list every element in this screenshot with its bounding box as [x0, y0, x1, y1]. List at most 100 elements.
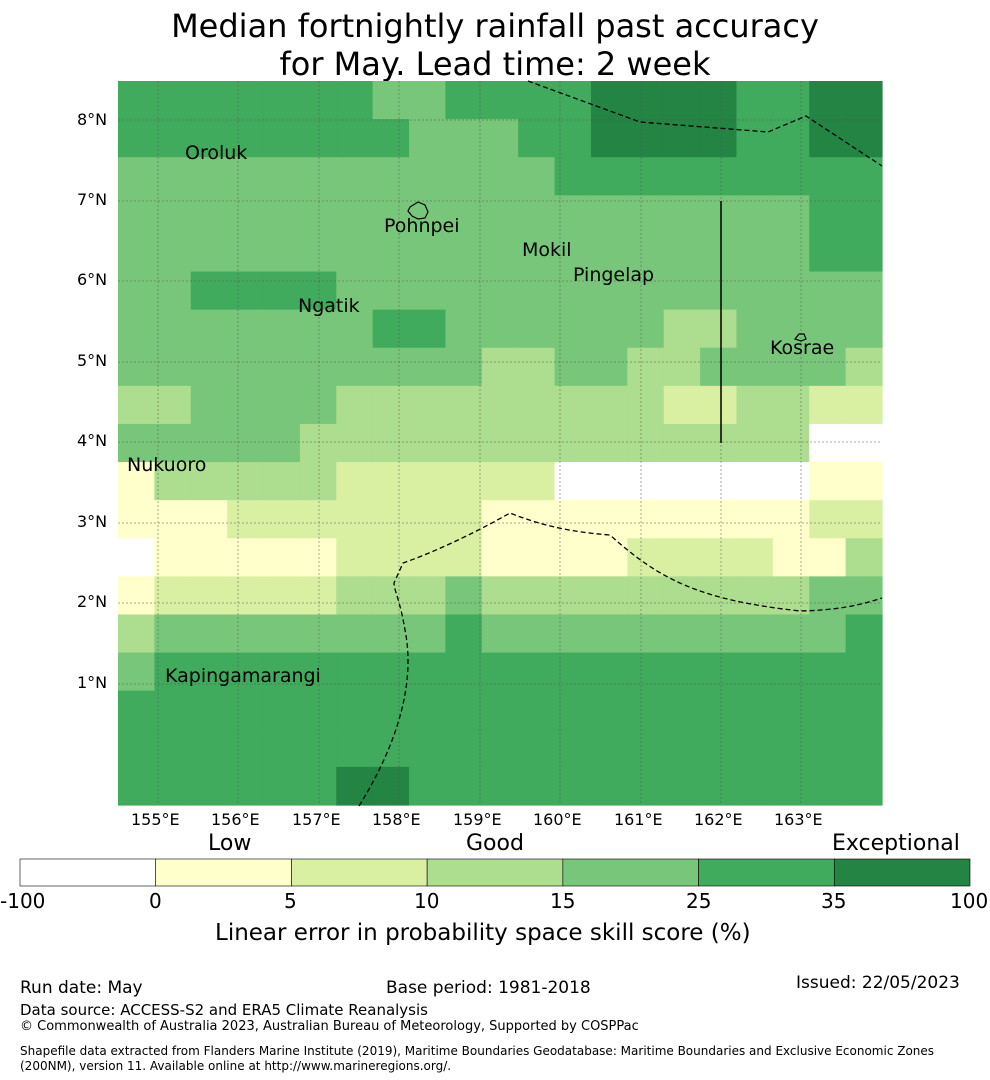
grid-cell	[263, 690, 301, 730]
grid-cell	[118, 423, 155, 463]
grid-cell	[409, 81, 447, 120]
grid-cell	[481, 500, 519, 539]
grid-cell	[154, 347, 192, 387]
grid-cell	[263, 614, 301, 654]
grid-cell	[736, 385, 774, 425]
grid-cell	[299, 157, 337, 196]
lat-tick-label: 8°N	[77, 110, 108, 129]
grid-cell	[372, 271, 410, 311]
grid-cell	[700, 233, 738, 273]
grid-cell	[190, 271, 228, 311]
grid-cell	[663, 690, 701, 730]
grid-cell	[118, 500, 155, 539]
lat-tick-label: 2°N	[77, 592, 108, 611]
grid-cell	[227, 652, 265, 692]
grid-cell	[409, 385, 447, 425]
run-date: Run date: May	[20, 978, 143, 998]
grid-cell	[445, 462, 483, 501]
grid-cell	[372, 614, 410, 654]
grid-cell	[736, 347, 774, 387]
grid-cell	[336, 195, 374, 235]
grid-cell	[154, 233, 192, 273]
grid-cell	[118, 233, 155, 273]
grid-cell	[590, 195, 628, 235]
grid-cell	[227, 576, 265, 616]
grid-cell	[299, 119, 337, 158]
grid-cell	[736, 538, 774, 577]
grid-cell	[118, 728, 155, 768]
grid-cell	[190, 538, 228, 577]
grid-cell	[263, 385, 301, 425]
grid-cell	[554, 119, 592, 158]
lat-tick-label: 1°N	[77, 673, 108, 692]
grid-cell	[409, 728, 447, 768]
grid-cell	[372, 690, 410, 730]
grid-cell	[736, 157, 774, 196]
grid-cell	[372, 157, 410, 196]
grid-cell	[263, 233, 301, 273]
colorbar-segment	[426, 858, 564, 887]
grid-cell	[263, 81, 301, 120]
grid-cell	[481, 766, 519, 806]
grid-cell	[809, 271, 847, 311]
grid-cell	[227, 423, 265, 463]
shapefile-attribution-line-2: (200NM), version 11. Available online at…	[20, 1059, 452, 1073]
grid-cell	[590, 233, 628, 273]
grid-cell	[845, 423, 883, 463]
grid-cell	[700, 500, 738, 539]
grid-cell	[809, 652, 847, 692]
colorbar-tick-label: 25	[686, 889, 712, 913]
grid-cell	[190, 690, 228, 730]
grid-cell	[336, 690, 374, 730]
grid-cell	[554, 728, 592, 768]
grid-cell	[627, 233, 665, 273]
grid-cell	[518, 385, 556, 425]
grid-cell	[481, 462, 519, 501]
grid-cell	[809, 195, 847, 235]
grid-cell	[299, 81, 337, 120]
grid-cell	[518, 233, 556, 273]
grid-cell	[154, 690, 192, 730]
grid-cell	[409, 538, 447, 577]
grid-cell	[336, 766, 374, 806]
grid-cell	[445, 309, 483, 349]
lon-tick-label: 158°E	[372, 810, 421, 829]
grid-cell	[118, 690, 155, 730]
grid-cell	[736, 690, 774, 730]
grid-cell	[154, 119, 192, 158]
grid-cell	[554, 233, 592, 273]
grid-cell	[809, 614, 847, 654]
lon-tick-label: 160°E	[533, 810, 582, 829]
grid-cell	[118, 157, 155, 196]
grid-cell	[772, 728, 810, 768]
grid-cell	[627, 766, 665, 806]
grid-cell	[809, 766, 847, 806]
grid-cell	[627, 119, 665, 158]
colorbar-tick-label: 15	[550, 889, 576, 913]
grid-cell	[518, 500, 556, 539]
colorbar-tick-label: 10	[414, 889, 440, 913]
grid-cell	[227, 157, 265, 196]
grid-cell	[445, 385, 483, 425]
grid-cell	[409, 271, 447, 311]
grid-cell	[190, 309, 228, 349]
grid-cell	[809, 309, 847, 349]
grid-cell	[481, 385, 519, 425]
grid-cell	[518, 728, 556, 768]
grid-cell	[772, 462, 810, 501]
grid-cell	[590, 462, 628, 501]
grid-cell	[736, 652, 774, 692]
grid-cell	[736, 119, 774, 158]
grid-cell	[299, 309, 337, 349]
grid-cell	[190, 81, 228, 120]
grid-cell	[263, 728, 301, 768]
grid-cell	[409, 423, 447, 463]
grid-cell	[445, 538, 483, 577]
grid-cell	[299, 576, 337, 616]
grid-cell	[445, 157, 483, 196]
grid-cell	[118, 614, 155, 654]
grid-cell	[700, 385, 738, 425]
grid-cell	[627, 614, 665, 654]
place-label-pohnpei: Pohnpei	[384, 215, 460, 237]
grid-cell	[772, 271, 810, 311]
